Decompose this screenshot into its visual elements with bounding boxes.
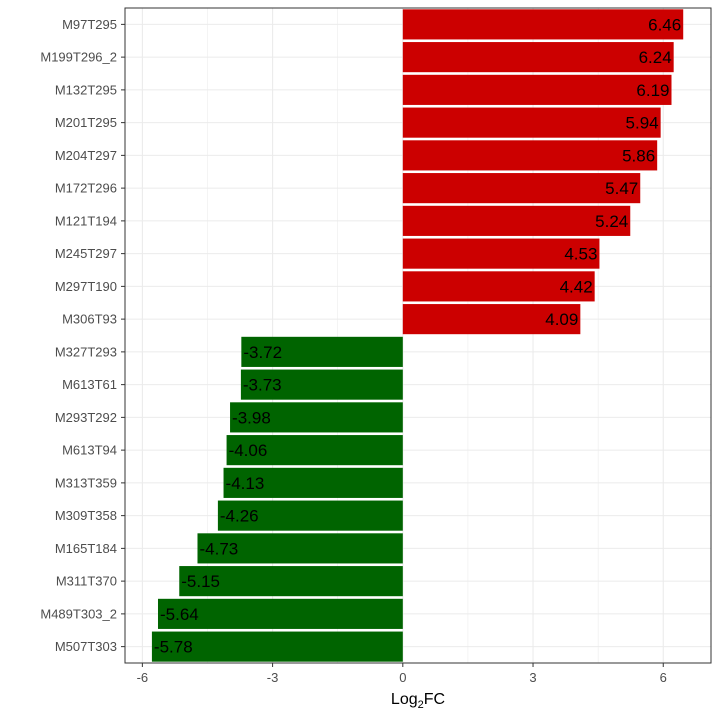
bar-value-label: -5.64 [160,605,199,624]
bar [402,107,661,138]
y-category-label: M172T296 [55,181,117,196]
x-axis-title: Log2FC [391,691,445,711]
grid-lines [125,8,711,663]
bar-value-label: 4.53 [564,245,597,264]
bar-value-label: -4.06 [229,441,268,460]
bar [402,205,631,236]
x-tick-label: 0 [399,670,406,685]
bar-value-label: -3.72 [243,343,282,362]
y-category-label: M201T295 [55,115,117,130]
y-category-label: M132T295 [55,82,117,97]
bar [179,566,403,597]
x-axis-ticks: -6 -3 0 3 6 [137,663,667,685]
bar [402,9,684,40]
y-category-label: M613T94 [62,443,117,458]
bar [226,435,403,466]
bar [217,500,403,531]
bar-value-label: -4.73 [199,539,238,558]
panel-border [124,7,712,664]
bar-value-label: -3.98 [232,408,271,427]
bar-value-label: 6.19 [636,81,669,100]
bar-value-label: 5.94 [626,114,659,133]
bar [230,402,403,433]
bar [402,140,658,171]
x-tick-label: -3 [267,670,279,685]
bar [223,467,403,498]
y-category-label: M204T297 [55,148,117,163]
bar [197,533,403,564]
bar-value-label: 6.24 [639,48,672,67]
bar [402,173,641,204]
value-labels: 6.46 6.24 6.19 5.94 5.86 5.47 5.24 4.53 4.42 4.09… [154,15,681,656]
y-category-label: M306T93 [62,312,117,327]
y-category-label: M507T303 [55,639,117,654]
y-category-label: M97T295 [62,17,117,32]
bar-value-label: 5.47 [605,179,638,198]
y-category-label: M121T194 [55,213,117,228]
bar-value-label: 4.42 [560,277,593,296]
bars [151,9,684,662]
bar-value-label: 5.24 [595,212,628,231]
y-axis-category-labels: M97T295 M199T296_2 M132T295 M201T295 M204T29… [40,17,125,654]
bar-value-label: -4.13 [226,474,265,493]
y-category-label: M311T370 [56,574,117,589]
x-tick-label: -6 [137,670,149,685]
x-tick-label: 3 [529,670,536,685]
bar [157,598,403,629]
bar [402,271,595,302]
y-category-label: M293T292 [55,410,117,425]
bar-value-label: 5.86 [622,146,655,165]
y-category-label: M327T293 [55,344,117,359]
y-category-label: M165T184 [55,541,117,556]
bar-value-label: -5.78 [154,638,193,657]
bar [402,304,581,335]
bar-value-label: -5.15 [181,572,220,591]
bar [402,42,674,73]
y-category-label: M313T359 [55,475,117,490]
x-tick-label: 6 [660,670,667,685]
bar-value-label: -3.73 [243,376,282,395]
y-category-label: M489T303_2 [40,606,117,621]
bar [241,336,403,367]
bar [240,369,403,400]
y-category-label: M309T358 [55,508,117,523]
bar [151,631,403,662]
y-category-label: M199T296_2 [40,50,117,65]
y-category-label: M297T190 [55,279,117,294]
bar-value-label: 4.09 [545,310,578,329]
bar [402,238,600,269]
bar-value-label: 6.46 [648,15,681,34]
y-category-label: M245T297 [55,246,117,261]
y-category-label: M613T61 [62,377,117,392]
bar [402,74,672,105]
bar-value-label: -4.26 [220,507,259,526]
